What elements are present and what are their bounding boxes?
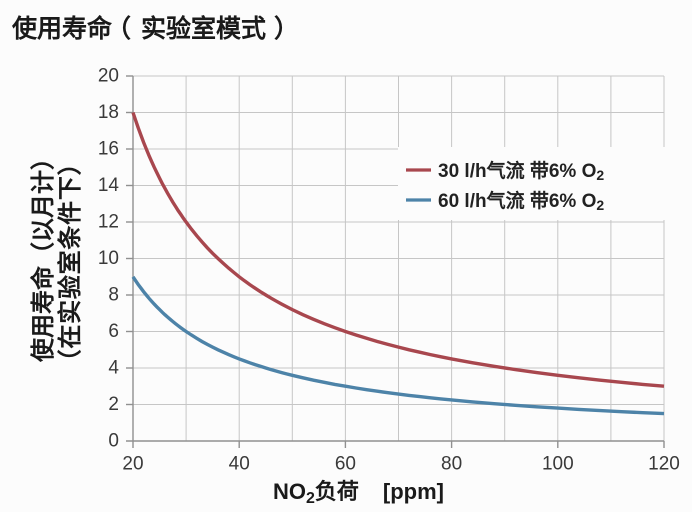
- svg-text:80: 80: [441, 454, 462, 475]
- svg-text:120: 120: [648, 454, 680, 475]
- svg-text:40: 40: [229, 454, 250, 475]
- svg-text:4: 4: [108, 358, 119, 379]
- svg-text:16: 16: [98, 139, 119, 160]
- svg-text:0: 0: [108, 431, 119, 452]
- svg-text:12: 12: [98, 212, 119, 233]
- svg-text:14: 14: [98, 175, 120, 196]
- svg-text:100: 100: [542, 454, 574, 475]
- svg-text:6: 6: [108, 321, 119, 342]
- svg-text:20: 20: [98, 66, 119, 87]
- svg-text:（在实验室条件下）: （在实验室条件下）: [56, 151, 84, 374]
- svg-text:18: 18: [98, 102, 119, 123]
- svg-text:2: 2: [108, 394, 119, 415]
- svg-text:10: 10: [98, 248, 119, 269]
- svg-text:8: 8: [108, 285, 119, 306]
- svg-text:20: 20: [122, 454, 143, 475]
- svg-text:NO2负荷[ppm]: NO2负荷 [ppm]: [273, 479, 444, 507]
- svg-text:60: 60: [335, 454, 356, 475]
- svg-text:60 l/h气流 带6% O2: 60 l/h气流 带6% O2: [438, 189, 604, 213]
- svg-text:使用寿命（以月计）: 使用寿命（以月计）: [29, 146, 57, 363]
- svg-text:使用寿命（实验室模式）: 使用寿命（ 实验室模式）: [11, 14, 299, 43]
- svg-text:30 l/h气流 带6% O2: 30 l/h气流 带6% O2: [438, 159, 604, 183]
